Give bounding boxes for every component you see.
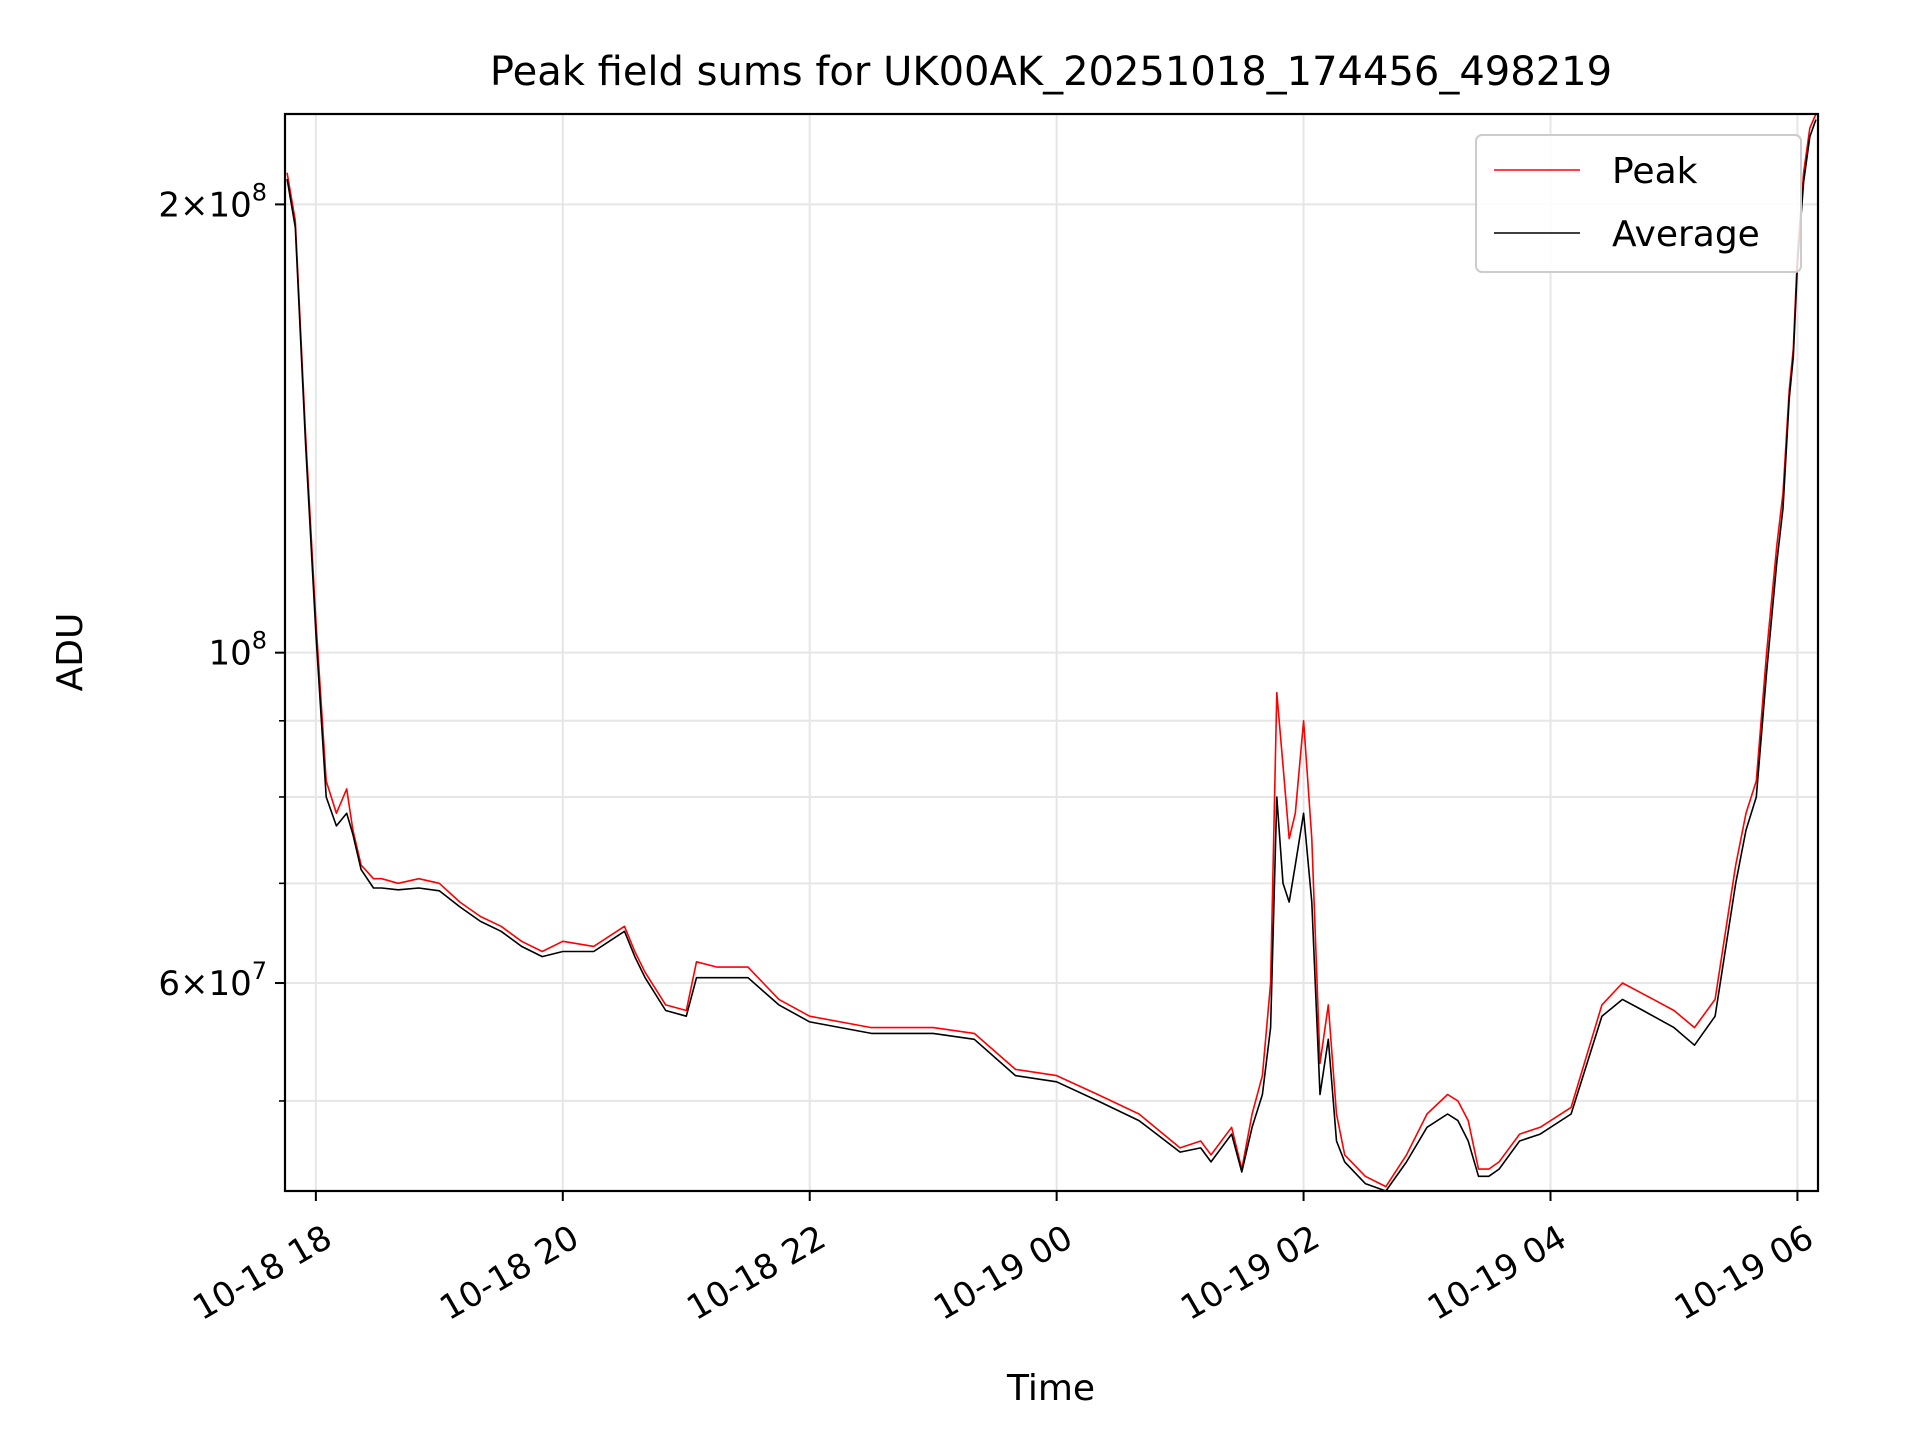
y-tick-label: 6×107 — [158, 957, 267, 1004]
x-axis-label: Time — [1006, 1368, 1095, 1409]
grid — [285, 114, 1818, 1191]
y-axis-label: ADU — [50, 613, 91, 692]
series-group — [286, 114, 1817, 1191]
chart-title: Peak field sums for UK00AK_20251018_1744… — [490, 49, 1612, 95]
legend-label-peak: Peak — [1612, 151, 1698, 192]
y-axis: 2×108 108 6×107 — [158, 178, 285, 1102]
legend-label-average: Average — [1612, 214, 1760, 255]
series-line-average — [286, 119, 1817, 1191]
y-tick-label: 108 — [208, 627, 267, 674]
legend: Peak Average — [1475, 134, 1802, 273]
series-line-peak — [286, 114, 1817, 1188]
y-tick-label: 2×108 — [158, 178, 267, 225]
